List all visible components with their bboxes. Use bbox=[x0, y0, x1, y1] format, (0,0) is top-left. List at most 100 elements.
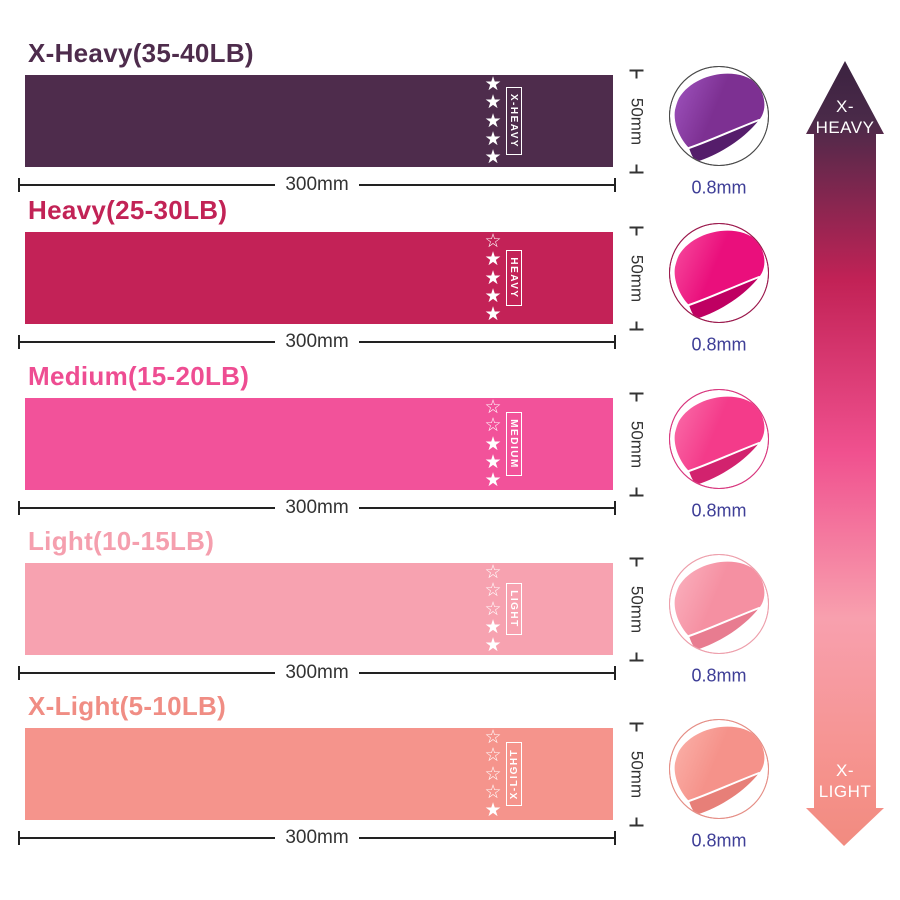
resistance-gradient-arrow bbox=[806, 61, 884, 846]
dimension-tick-icon bbox=[614, 666, 617, 680]
star-filled-icon: ★ bbox=[484, 92, 502, 114]
star-rating: ☆ ☆ ☆ ★ ★ bbox=[481, 562, 505, 656]
dimension-tick-icon bbox=[18, 831, 20, 845]
thickness-label: 0.8mm bbox=[691, 177, 747, 198]
height-dimension: 50mm bbox=[627, 392, 647, 497]
dimension-tick-icon bbox=[630, 392, 644, 395]
band-tag-label: X-LIGHT bbox=[506, 741, 522, 807]
star-outline-icon: ☆ bbox=[484, 745, 502, 767]
dimension-line bbox=[20, 837, 276, 839]
band-rectangle: ☆ ☆ ☆ ★ ★ LIGHT bbox=[25, 563, 613, 655]
dimension-line bbox=[20, 184, 276, 186]
dimension-line bbox=[20, 507, 276, 509]
material-closeup-photo bbox=[667, 552, 771, 656]
band-rectangle: ☆ ★ ★ ★ ★ HEAVY bbox=[25, 232, 613, 324]
height-dimension-label: 50mm bbox=[627, 97, 647, 146]
star-outline-icon: ☆ bbox=[484, 781, 502, 803]
dimension-line bbox=[20, 672, 276, 674]
height-dimension: 50mm bbox=[628, 557, 647, 662]
star-rating: ☆ ★ ★ ★ ★ bbox=[481, 231, 505, 325]
dimension-tick-icon bbox=[614, 831, 617, 845]
dimension-line bbox=[358, 184, 615, 186]
star-filled-icon: ★ bbox=[484, 635, 502, 656]
dimension-line bbox=[358, 672, 615, 674]
arrow-label-xheavy: X- HEAVY bbox=[816, 96, 875, 138]
star-filled-icon: ★ bbox=[484, 267, 502, 289]
star-rating: ☆ ☆ ★ ★ ★ bbox=[481, 397, 505, 491]
height-dimension: 50mm bbox=[627, 226, 647, 331]
band-title: X-Heavy(35-40LB) bbox=[28, 38, 254, 68]
star-rating: ☆ ☆ ☆ ☆ ★ bbox=[481, 727, 505, 821]
width-dimension-label: 300mm bbox=[285, 827, 349, 848]
star-outline-icon: ☆ bbox=[484, 397, 502, 418]
star-filled-icon: ★ bbox=[484, 470, 502, 491]
dimension-tick-icon bbox=[630, 494, 644, 497]
height-dimension-label: 50mm bbox=[627, 254, 647, 303]
band-title: Medium(15-20LB) bbox=[28, 361, 250, 391]
dimension-tick-icon bbox=[630, 328, 644, 331]
star-outline-icon: ☆ bbox=[484, 562, 502, 583]
star-filled-icon: ★ bbox=[484, 616, 502, 638]
star-outline-icon: ☆ bbox=[484, 727, 502, 748]
material-closeup-photo bbox=[667, 64, 771, 168]
width-dimension: 300mm bbox=[18, 174, 617, 195]
height-dimension-label: 50mm bbox=[627, 750, 647, 799]
dimension-tick-icon bbox=[630, 824, 644, 827]
star-filled-icon: ★ bbox=[484, 285, 502, 307]
width-dimension-label: 300mm bbox=[285, 662, 349, 683]
band-title: Light(10-15LB) bbox=[28, 526, 215, 556]
width-dimension: 300mm bbox=[18, 827, 617, 848]
star-outline-icon: ☆ bbox=[484, 415, 502, 437]
dimension-line bbox=[20, 341, 276, 343]
dimension-tick-icon bbox=[614, 501, 617, 515]
thickness-label: 0.8mm bbox=[691, 665, 747, 686]
arrow-label-line: X- bbox=[836, 97, 854, 116]
height-dimension: 50mm bbox=[627, 69, 647, 174]
height-dimension: 50mm bbox=[627, 722, 647, 827]
band-rectangle: ☆ ☆ ☆ ☆ ★ X-LIGHT bbox=[25, 728, 613, 820]
band-tag-label: HEAVY bbox=[506, 250, 522, 306]
dimension-line bbox=[358, 507, 615, 509]
star-outline-icon: ☆ bbox=[484, 763, 502, 785]
star-filled-icon: ★ bbox=[484, 147, 502, 168]
width-dimension: 300mm bbox=[18, 662, 617, 683]
dimension-tick-icon bbox=[630, 171, 644, 174]
thickness-label: 0.8mm bbox=[691, 500, 747, 521]
width-dimension: 300mm bbox=[18, 331, 617, 352]
thickness-label: 0.8mm bbox=[691, 334, 747, 355]
star-filled-icon: ★ bbox=[484, 800, 502, 821]
star-filled-icon: ★ bbox=[484, 110, 502, 132]
dimension-tick-icon bbox=[18, 501, 20, 515]
height-dimension-label: 50mm bbox=[627, 420, 647, 469]
star-filled-icon: ★ bbox=[484, 304, 502, 325]
star-outline-icon: ☆ bbox=[484, 580, 502, 602]
dimension-line bbox=[358, 341, 615, 343]
arrow-shape bbox=[806, 61, 884, 846]
band-rectangle: ☆ ☆ ★ ★ ★ MEDIUM bbox=[25, 398, 613, 490]
dimension-tick-icon bbox=[630, 226, 644, 229]
star-outline-icon: ☆ bbox=[484, 231, 502, 252]
width-dimension-label: 300mm bbox=[285, 331, 349, 352]
thickness-label: 0.8mm bbox=[691, 830, 747, 851]
star-filled-icon: ★ bbox=[484, 249, 502, 271]
arrow-label-line: HEAVY bbox=[815, 118, 875, 137]
dimension-tick-icon bbox=[18, 335, 20, 349]
star-filled-icon: ★ bbox=[484, 451, 502, 473]
width-dimension-label: 300mm bbox=[285, 497, 349, 518]
arrow-label-line: X- bbox=[836, 761, 854, 780]
width-dimension-label: 300mm bbox=[285, 174, 349, 195]
dimension-tick-icon bbox=[614, 335, 617, 349]
arrow-label-line: LIGHT bbox=[818, 782, 872, 801]
dimension-line bbox=[358, 837, 615, 839]
material-closeup-photo bbox=[667, 717, 771, 821]
material-closeup-photo bbox=[667, 221, 771, 325]
band-title: Heavy(25-30LB) bbox=[28, 195, 228, 225]
dimension-tick-icon bbox=[614, 178, 617, 192]
star-filled-icon: ★ bbox=[484, 74, 502, 95]
band-title: X-Light(5-10LB) bbox=[28, 691, 227, 721]
dimension-tick-icon bbox=[630, 659, 644, 662]
dimension-tick-icon bbox=[630, 557, 644, 560]
star-filled-icon: ★ bbox=[484, 433, 502, 455]
arrow-label-xlight: X- LIGHT bbox=[819, 760, 872, 802]
